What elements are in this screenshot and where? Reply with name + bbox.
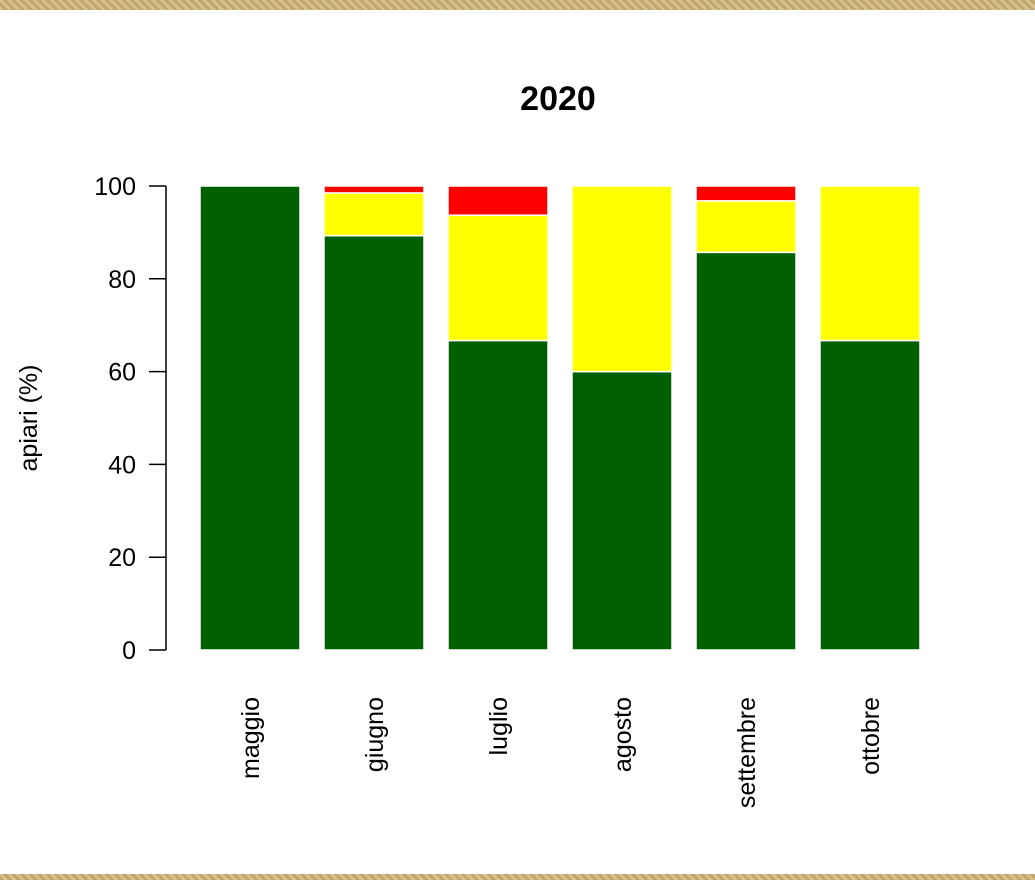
bars-group: [199, 185, 921, 651]
y-axis: 0 20 40 60 80 100: [94, 173, 167, 665]
bar-segment: [323, 192, 425, 237]
bar-segment: [323, 234, 425, 651]
x-tick-labels: maggio giugno luglio agosto settembre ottobre: [237, 697, 885, 808]
bar-segment: [819, 185, 921, 342]
bar-segment: [447, 214, 549, 342]
x-tick-label: maggio: [237, 697, 265, 779]
bar-segment: [695, 185, 797, 202]
y-tick-label: 60: [108, 359, 136, 387]
bar-segment: [695, 200, 797, 254]
x-tick-label: luglio: [485, 697, 513, 755]
bar-segment: [199, 185, 301, 651]
y-tick-label: 80: [108, 266, 136, 294]
chart-title: 2020: [520, 80, 596, 118]
x-tick-label: agosto: [609, 697, 637, 772]
x-tick-label: giugno: [361, 697, 389, 772]
bar-segment: [447, 339, 549, 651]
bar-segment: [819, 339, 921, 651]
y-tick-label: 20: [108, 544, 136, 572]
y-tick-label: 100: [94, 173, 136, 201]
bar-segment: [447, 185, 549, 216]
y-axis-label: apiari (%): [15, 365, 43, 472]
y-tick-label: 40: [108, 451, 136, 479]
bar-segment: [695, 251, 797, 651]
bar-segment: [323, 185, 425, 194]
x-tick-label: ottobre: [857, 697, 885, 775]
bar-segment: [571, 370, 673, 651]
x-tick-label: settembre: [733, 697, 761, 808]
y-tick-label: 0: [122, 637, 136, 665]
bar-segment: [571, 185, 673, 373]
